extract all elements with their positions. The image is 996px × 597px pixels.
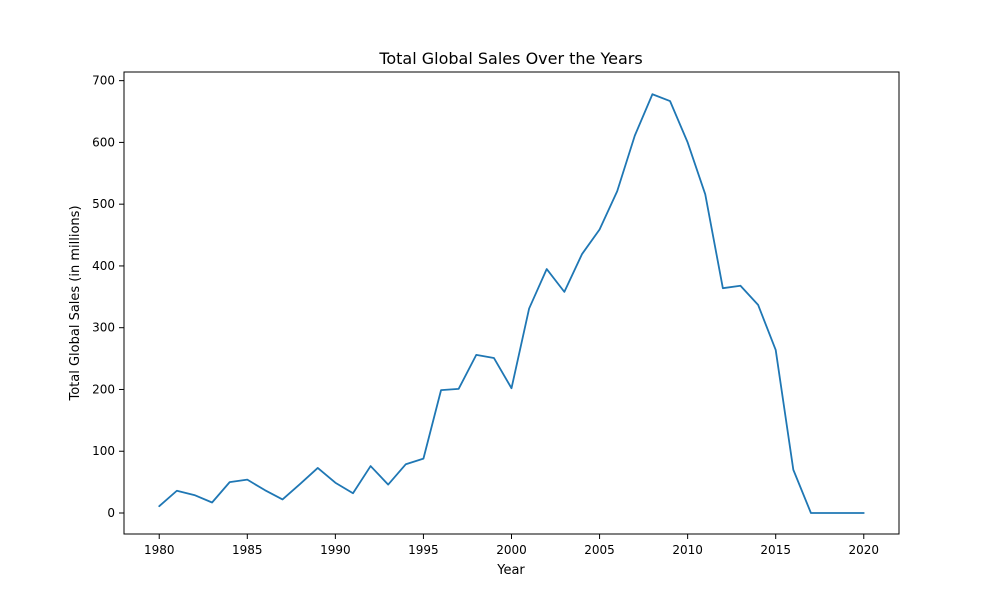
y-tick-label: 200 xyxy=(92,382,115,396)
plot-background xyxy=(124,72,899,534)
y-tick-label: 500 xyxy=(92,197,115,211)
x-tick-label: 1980 xyxy=(144,543,175,557)
x-tick-label: 2020 xyxy=(848,543,879,557)
y-axis-label: Total Global Sales (in millions) xyxy=(68,205,83,401)
y-tick-label: 600 xyxy=(92,135,115,149)
x-tick-label: 1995 xyxy=(408,543,439,557)
y-tick-label: 100 xyxy=(92,444,115,458)
x-axis: 1980 1985 1990 1995 2000 2005 2010 2015 2020 xyxy=(144,534,879,557)
x-tick-label: 2000 xyxy=(496,543,527,557)
x-tick-label: 1990 xyxy=(320,543,351,557)
plot-area xyxy=(124,72,899,534)
y-tick-label: 300 xyxy=(92,321,115,335)
y-tick-label: 700 xyxy=(92,74,115,88)
y-tick-label: 0 xyxy=(107,506,115,520)
series-layer xyxy=(158,93,865,514)
x-tick-label: 2010 xyxy=(672,543,703,557)
x-tick-label: 1985 xyxy=(232,543,263,557)
y-axis: 0 100 200 300 400 500 600 700 xyxy=(92,74,124,520)
chart-title: Total Global Sales Over the Years xyxy=(378,49,642,68)
x-axis-label: Year xyxy=(496,563,525,578)
series-line xyxy=(158,93,865,514)
y-tick-label: 400 xyxy=(92,259,115,273)
x-tick-label: 2015 xyxy=(760,543,791,557)
x-tick-label: 2005 xyxy=(584,543,615,557)
